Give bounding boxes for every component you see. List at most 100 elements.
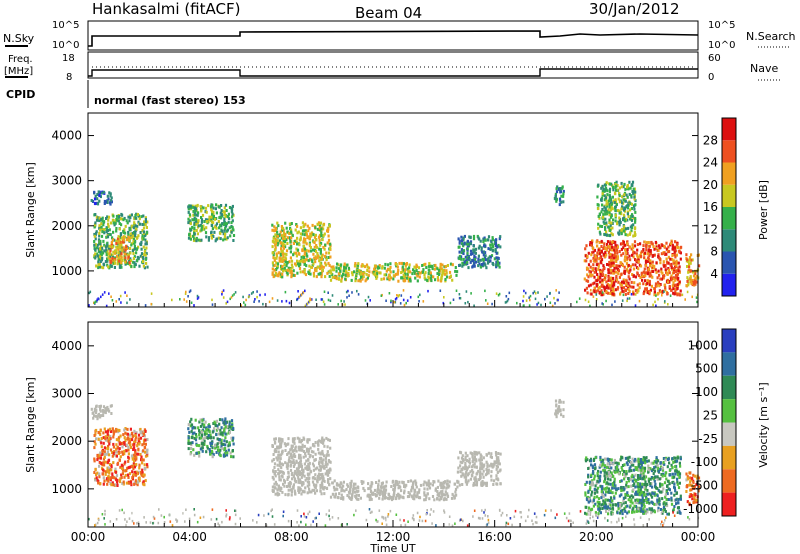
scatter-cell bbox=[498, 462, 501, 466]
scatter-cell bbox=[280, 228, 284, 232]
scatter-cell bbox=[310, 298, 313, 301]
scatter-cell bbox=[124, 235, 127, 239]
scatter-cell bbox=[324, 261, 327, 265]
scatter-cell bbox=[612, 218, 615, 222]
scatter-cell bbox=[349, 484, 352, 488]
scatter-cell bbox=[357, 279, 360, 283]
scatter-cell bbox=[297, 486, 300, 490]
nsearch-label: N.Search bbox=[746, 30, 796, 43]
scatter-cell bbox=[316, 252, 319, 255]
scatter-cell bbox=[276, 234, 279, 238]
scatter-cell bbox=[355, 493, 358, 497]
scatter-cell bbox=[466, 239, 469, 243]
scatter-cell bbox=[603, 233, 607, 237]
scatter-cell bbox=[618, 192, 621, 196]
scatter-cell bbox=[384, 484, 388, 488]
scatter-cell bbox=[666, 272, 669, 275]
scatter-cell bbox=[328, 438, 331, 442]
scatter-cell bbox=[590, 251, 594, 255]
scatter-cell bbox=[549, 301, 552, 304]
scatter-cell bbox=[473, 452, 477, 456]
scatter-cell bbox=[315, 489, 318, 493]
scatter-cell bbox=[109, 192, 112, 196]
scatter-cell bbox=[139, 254, 142, 258]
scatter-cell bbox=[289, 464, 292, 468]
nave-tick-bottom: 0 bbox=[708, 72, 714, 83]
scatter-cell bbox=[298, 260, 301, 263]
scatter-cell bbox=[618, 194, 621, 197]
scatter-cell bbox=[229, 425, 233, 429]
scatter-cell bbox=[204, 420, 207, 424]
scatter-cell bbox=[106, 468, 109, 472]
scatter-cell bbox=[382, 494, 385, 498]
scatter-cell bbox=[416, 493, 419, 497]
scatter-cell bbox=[132, 226, 135, 230]
scatter-cell bbox=[445, 275, 449, 279]
scatter-cell bbox=[495, 460, 498, 464]
scatter-cell bbox=[118, 222, 121, 225]
scatter-cell bbox=[477, 236, 480, 240]
scatter-cell bbox=[388, 497, 391, 501]
scatter-cell bbox=[647, 241, 650, 244]
scatter-cell bbox=[469, 260, 472, 264]
scatter-cell bbox=[346, 263, 349, 267]
scatter-cell bbox=[634, 203, 637, 207]
scatter-cell bbox=[232, 239, 235, 242]
scatter-cell bbox=[227, 444, 230, 448]
scatter-cell bbox=[277, 450, 280, 454]
scatter-cell bbox=[132, 464, 135, 468]
scatter-cell bbox=[274, 480, 277, 484]
scatter-cell bbox=[611, 185, 615, 189]
scatter-cell bbox=[140, 247, 143, 251]
scatter-cell bbox=[132, 241, 135, 245]
scatter-cell bbox=[396, 483, 399, 486]
scatter-cell bbox=[220, 445, 223, 449]
scatter-cell bbox=[522, 299, 524, 303]
scatter-cell bbox=[93, 471, 96, 474]
scatter-cell bbox=[400, 271, 403, 274]
scatter-cell bbox=[398, 261, 401, 265]
scatter-cell bbox=[311, 480, 315, 484]
scatter-cell bbox=[351, 273, 354, 277]
scatter-cell bbox=[461, 458, 465, 461]
scatter-cell bbox=[326, 241, 329, 245]
scatter-cell bbox=[224, 432, 227, 436]
scatter-cell bbox=[629, 268, 632, 272]
scatter-cell bbox=[109, 262, 112, 266]
scatter-cell bbox=[467, 255, 470, 258]
scatter-cell bbox=[349, 481, 352, 485]
scatter-cell bbox=[141, 458, 144, 462]
scatter-cell bbox=[427, 268, 430, 272]
scatter-cell bbox=[144, 450, 147, 454]
scatter-cell bbox=[299, 270, 302, 274]
scatter-cell bbox=[223, 228, 226, 232]
scatter-cell bbox=[110, 412, 113, 415]
scatter-cell bbox=[105, 408, 108, 412]
scatter-cell bbox=[602, 252, 605, 256]
scatter-cell bbox=[297, 230, 300, 234]
scatter-cell bbox=[115, 447, 118, 451]
scatter-cell bbox=[483, 481, 486, 485]
scatter-cell bbox=[603, 205, 606, 209]
scatter-cell bbox=[319, 267, 322, 271]
scatter-cell bbox=[273, 472, 276, 476]
scatter-cell bbox=[305, 230, 308, 234]
scatter-cell bbox=[679, 289, 682, 293]
scatter-cell bbox=[283, 240, 287, 243]
scatter-cell bbox=[454, 490, 457, 494]
scatter-cell bbox=[331, 294, 334, 297]
scatter-cell bbox=[187, 439, 190, 443]
scatter-cell bbox=[325, 251, 328, 255]
scatter-cell bbox=[291, 477, 294, 481]
scatter-cell bbox=[464, 302, 467, 305]
scatter-cell bbox=[141, 430, 144, 434]
scatter-cell bbox=[597, 183, 600, 187]
scatter-cell bbox=[195, 451, 198, 455]
scatter-cell bbox=[276, 491, 279, 495]
scatter-cell bbox=[124, 224, 127, 228]
scatter-cell bbox=[313, 488, 316, 492]
scatter-cell bbox=[128, 236, 131, 240]
scatter-cell bbox=[467, 472, 470, 476]
scatter-cell bbox=[121, 466, 124, 470]
scatter-cell bbox=[648, 292, 651, 296]
